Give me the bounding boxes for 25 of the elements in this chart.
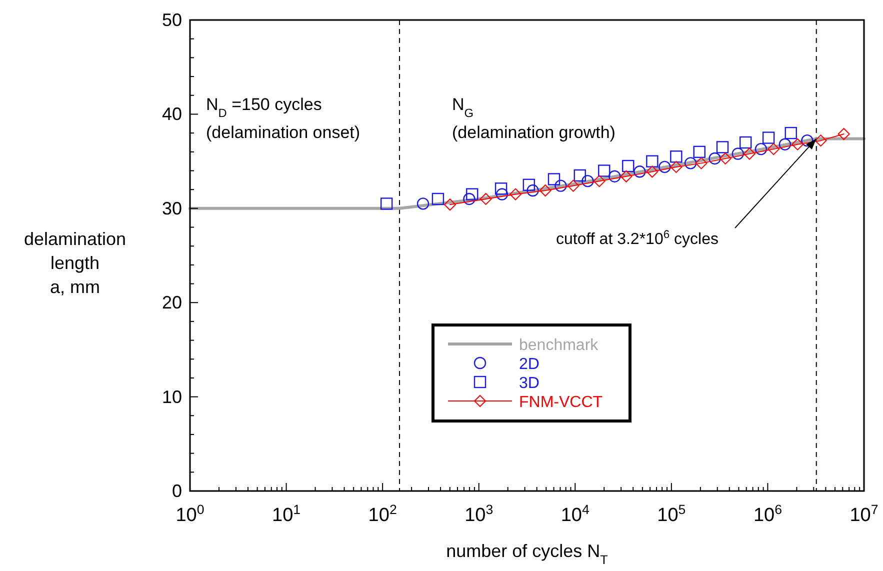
x-tick-label: 10$^{1}$ (272, 502, 301, 526)
y-tick-label: 40 (162, 104, 182, 124)
y-tick-label: 10 (162, 386, 182, 407)
x-axis-title: number of cycles N$_{T}$ (446, 541, 608, 567)
legend-label: FNM-VCCT (519, 394, 603, 411)
x-tick-label: 10$^{3}$ (464, 502, 494, 526)
annotation: (delamination growth) (452, 123, 616, 142)
legend-label: 2D (519, 356, 540, 373)
y-axis-title: delamination length a, mm (24, 229, 126, 297)
annotation: N$_{G}$ (452, 95, 474, 120)
y-tick-label: 0 (172, 481, 182, 501)
x-tick-label: 10$^{5}$ (657, 502, 686, 526)
y-tick-label: 50 (162, 10, 182, 30)
x-tick-label: 10$^{2}$ (368, 502, 397, 526)
annotation: cutoff at 3.2*10$^{6}$ cycles (556, 229, 718, 248)
annotation: N$_{D}$ =150 cycles (206, 95, 322, 120)
x-tick-label: 10$^{0}$ (176, 502, 204, 526)
x-tick-label: 10$^{7}$ (850, 502, 878, 526)
legend-label: benchmark (519, 337, 600, 354)
annotation: (delamination onset) (206, 123, 360, 142)
legend-label: 3D (519, 375, 540, 392)
x-tick-label: 10$^{4}$ (560, 502, 590, 526)
y-tick-label: 30 (162, 198, 182, 218)
y-tick-label: 20 (162, 292, 182, 313)
x-tick-label: 10$^{6}$ (753, 502, 782, 526)
